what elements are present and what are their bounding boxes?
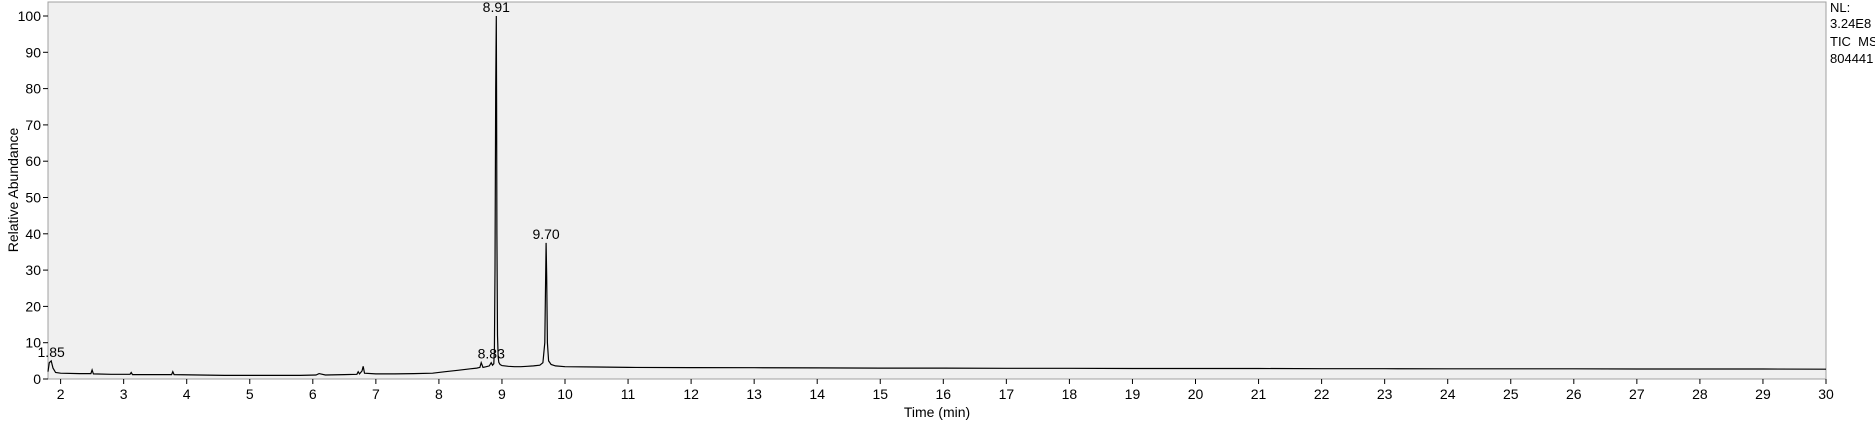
x-tick-label: 2 xyxy=(57,386,65,402)
x-tick-label: 22 xyxy=(1314,386,1330,402)
x-tick-label: 25 xyxy=(1503,386,1519,402)
legend-scan-filter: TIC MS xyxy=(1830,34,1875,49)
x-tick-label: 17 xyxy=(999,386,1015,402)
x-axis: 2 3 4 5 6 7 8 9 10 11 12 13 14 15 16 17 18 19 20 21 22 23 24 25… xyxy=(57,379,1834,402)
x-tick-label: 30 xyxy=(1818,386,1834,402)
peak-label: 9.70 xyxy=(532,226,559,242)
x-tick-label: 13 xyxy=(746,386,762,402)
x-tick-label: 27 xyxy=(1629,386,1645,402)
y-axis-title: Relative Abundance xyxy=(5,128,21,253)
x-tick-label: 3 xyxy=(120,386,128,402)
y-tick-label: 30 xyxy=(25,262,41,278)
x-tick-label: 12 xyxy=(683,386,699,402)
x-tick-label: 28 xyxy=(1692,386,1708,402)
x-tick-label: 23 xyxy=(1377,386,1393,402)
x-tick-label: 19 xyxy=(1125,386,1141,402)
x-tick-label: 24 xyxy=(1440,386,1456,402)
x-tick-label: 15 xyxy=(872,386,888,402)
x-tick-label: 20 xyxy=(1188,386,1204,402)
y-tick-label: 40 xyxy=(25,226,41,242)
plot-area xyxy=(47,1,1827,380)
x-tick-label: 14 xyxy=(809,386,825,402)
x-tick-label: 4 xyxy=(183,386,191,402)
peak-label: 8.83 xyxy=(478,346,505,362)
x-tick-label: 21 xyxy=(1251,386,1267,402)
y-tick-label: 100 xyxy=(18,8,42,24)
legend-nl-line: NL: xyxy=(1830,0,1850,15)
y-tick-label: 50 xyxy=(25,190,41,206)
normalization-legend: NL: 3.24E8 TIC MS 804441 xyxy=(1830,0,1875,66)
y-tick-label: 60 xyxy=(25,153,41,169)
y-tick-label: 20 xyxy=(25,298,41,314)
y-tick-label: 80 xyxy=(25,81,41,97)
legend-sample-id: 804441 xyxy=(1830,51,1873,66)
x-tick-label: 18 xyxy=(1062,386,1078,402)
y-tick-label: 70 xyxy=(25,117,41,133)
x-tick-label: 29 xyxy=(1755,386,1771,402)
x-tick-label: 5 xyxy=(246,386,254,402)
tic-trace-line xyxy=(47,15,1827,376)
x-tick-label: 11 xyxy=(621,386,636,402)
x-tick-label: 26 xyxy=(1566,386,1582,402)
x-tick-label: 10 xyxy=(557,386,573,402)
x-tick-label: 6 xyxy=(309,386,317,402)
x-tick-label: 8 xyxy=(435,386,443,402)
y-tick-label: 0 xyxy=(33,371,41,387)
peak-label: 8.91 xyxy=(483,0,510,15)
x-tick-label: 7 xyxy=(372,386,380,402)
x-tick-label: 9 xyxy=(498,386,506,402)
legend-nl-value: 3.24E8 xyxy=(1830,16,1871,31)
x-tick-label: 16 xyxy=(936,386,952,402)
y-tick-label: 10 xyxy=(25,335,41,351)
y-tick-label: 90 xyxy=(25,44,41,60)
y-axis: 0 10 20 30 40 50 60 70 80 90 100 xyxy=(18,8,48,387)
peak-labels: 1.85 8.83 8.91 9.70 xyxy=(38,0,560,362)
x-axis-title: Time (min) xyxy=(904,404,970,420)
peak-label: 1.85 xyxy=(38,344,65,360)
